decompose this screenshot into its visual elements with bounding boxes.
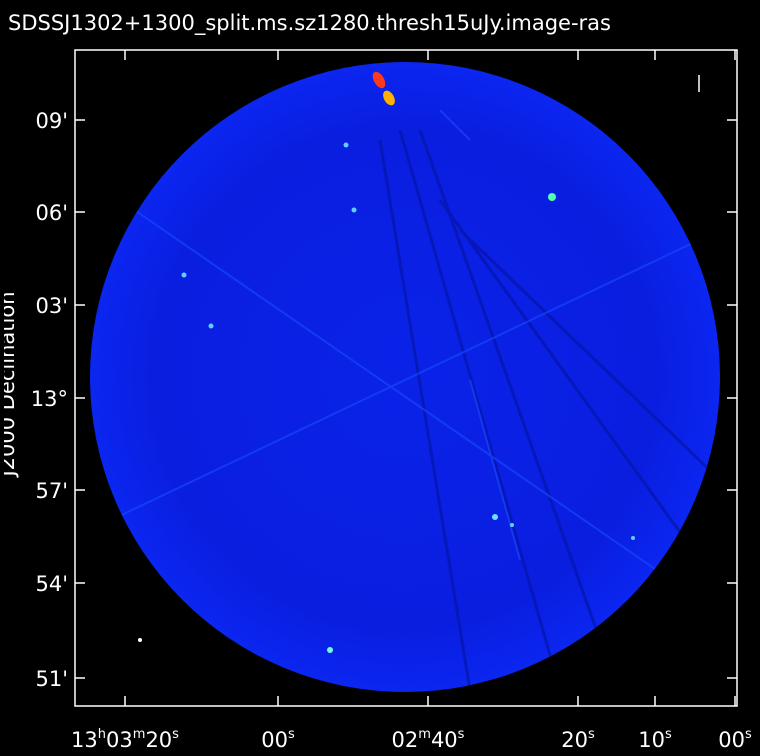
- unit: m: [418, 727, 431, 742]
- sources: [138, 71, 635, 653]
- unit: s: [665, 727, 672, 742]
- number: 20: [561, 728, 588, 752]
- y-tick-label: 06': [36, 201, 69, 225]
- unit: s: [745, 727, 752, 742]
- x-tick-label: 00s: [718, 727, 752, 752]
- x-tick-label: 20s: [561, 727, 595, 752]
- number: 00: [718, 728, 745, 752]
- x-tick-label: 02m40s: [392, 727, 465, 752]
- y-tick-label: 13°: [31, 387, 68, 411]
- number: 02: [392, 728, 419, 752]
- number: 40: [431, 728, 458, 752]
- unit: s: [172, 727, 179, 742]
- unit: s: [458, 727, 465, 742]
- unit: m: [133, 727, 146, 742]
- ticks: 09'06'03'13°57'54'51'13h03m20s 00s 02m40s 2…: [31, 50, 752, 752]
- y-tick-label: 51': [36, 667, 69, 691]
- image-disk: [90, 62, 720, 692]
- number: 03: [106, 728, 133, 752]
- y-tick-label: 54': [36, 572, 69, 596]
- x-tick-label: 00s: [261, 727, 295, 752]
- x-tick-label: 13h03m20s: [71, 727, 179, 752]
- image-title: SDSSJ1302+1300_split.ms.sz1280.thresh15u…: [8, 11, 611, 36]
- unit: h: [98, 727, 106, 742]
- x-tick-label: 10s: [638, 727, 672, 752]
- y-tick-label: 57': [36, 479, 69, 503]
- image-structure: [90, 109, 720, 691]
- y-tick-label: 03': [36, 294, 69, 318]
- unit: s: [588, 727, 595, 742]
- number: 00: [261, 728, 288, 752]
- y-axis-label: J2000 Declination: [0, 291, 19, 478]
- number: 20: [145, 728, 172, 752]
- plot-frame: [74, 49, 738, 707]
- unit: s: [288, 727, 295, 742]
- y-tick-label: 09': [36, 109, 69, 133]
- clip-edge: [0, 0, 4, 756]
- number: 10: [638, 728, 665, 752]
- number: 13: [71, 728, 98, 752]
